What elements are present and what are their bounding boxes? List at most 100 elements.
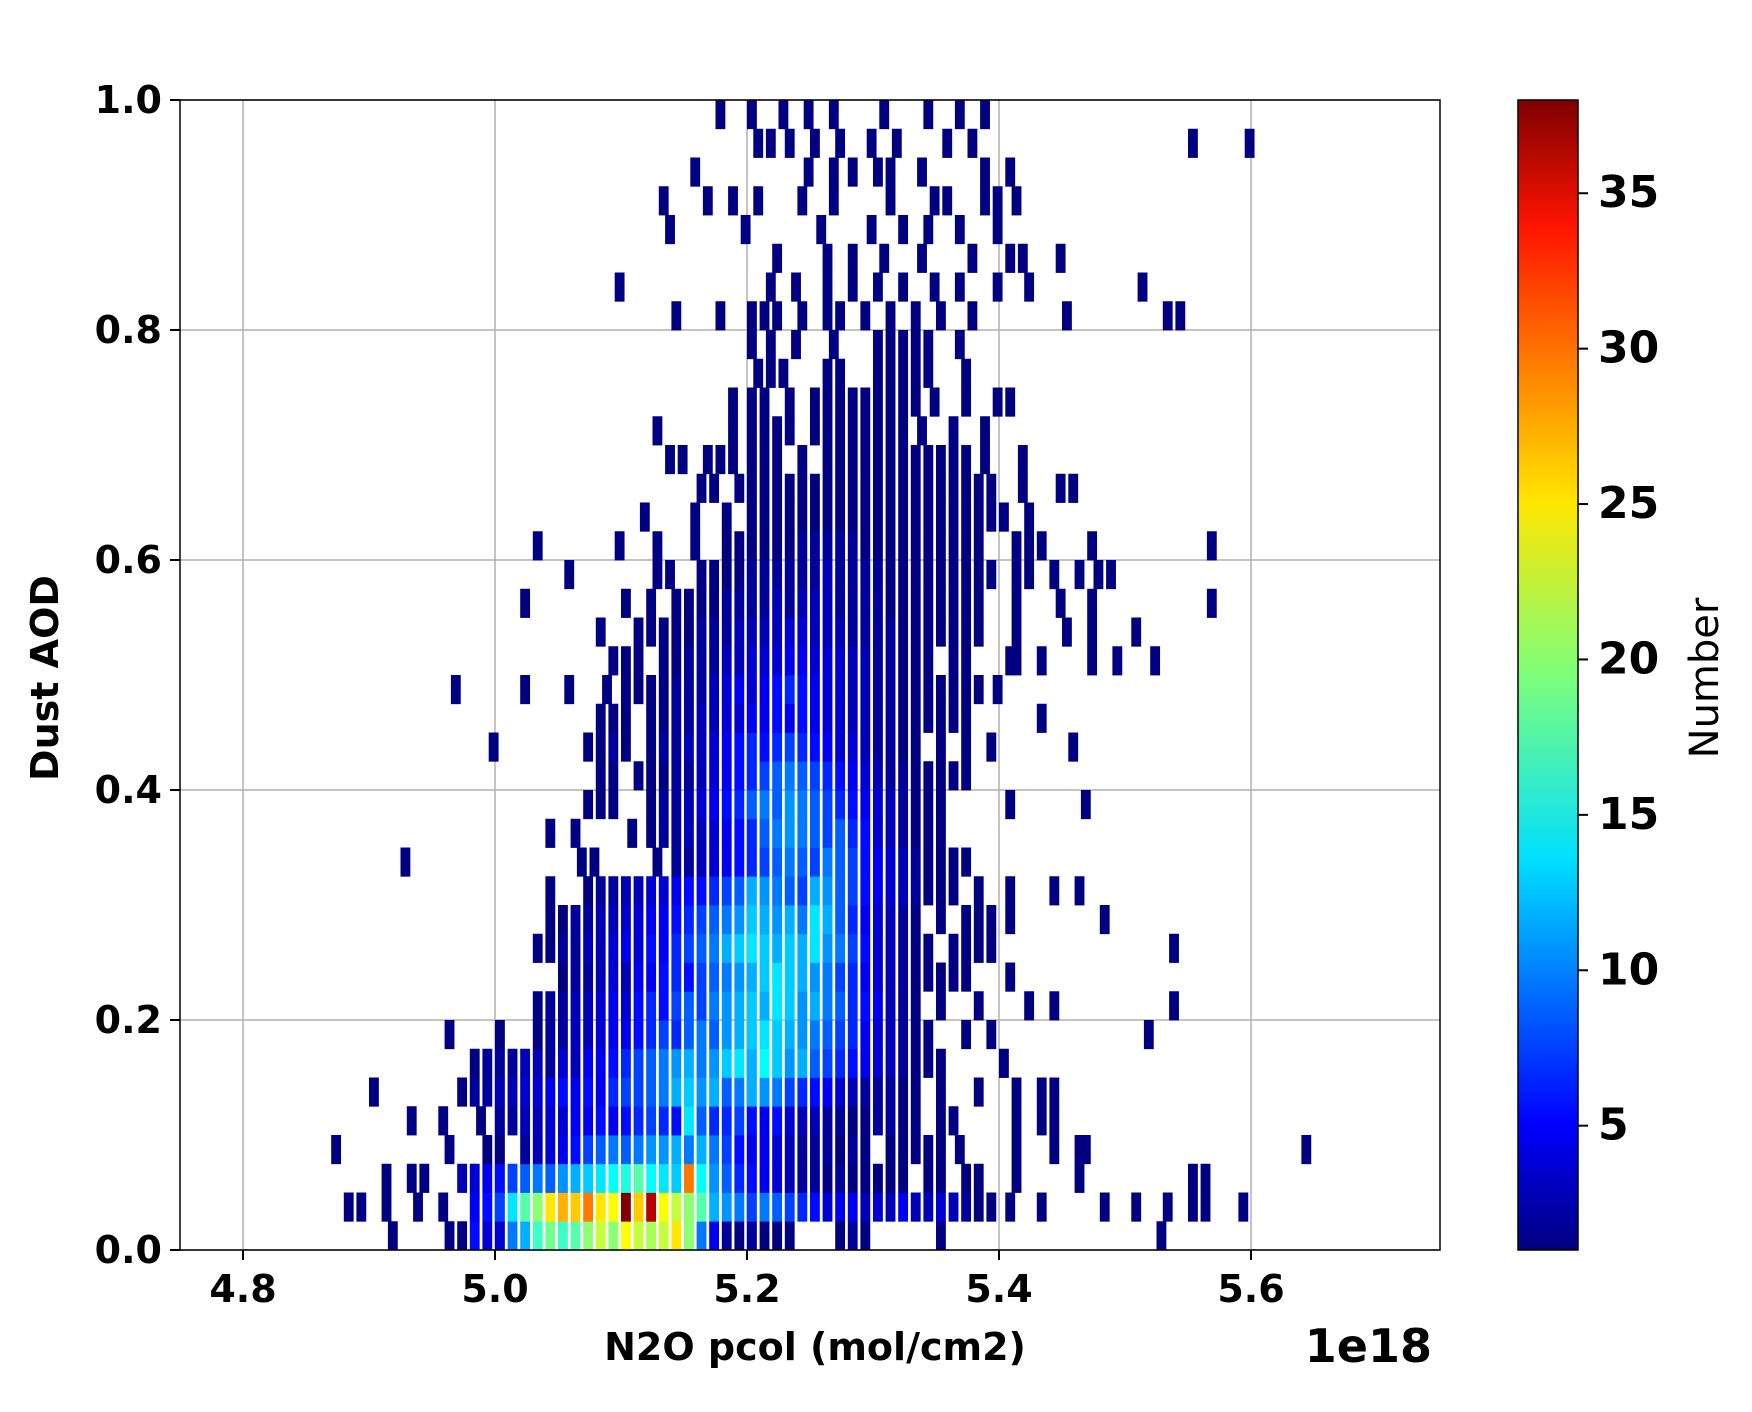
heatmap-cell bbox=[684, 617, 694, 647]
heatmap-cell bbox=[973, 1192, 984, 1222]
heatmap-cell bbox=[784, 473, 795, 503]
heatmap-cell bbox=[1068, 732, 1079, 762]
heatmap-cell bbox=[860, 1135, 871, 1165]
heatmap-cell bbox=[1017, 243, 1028, 273]
heatmap-cell bbox=[520, 1048, 531, 1078]
heatmap-cell bbox=[797, 905, 808, 935]
heatmap-cell bbox=[684, 847, 694, 877]
heatmap-cell bbox=[721, 818, 732, 848]
heatmap-cell bbox=[1068, 473, 1079, 503]
heatmap-cell bbox=[558, 1135, 568, 1165]
heatmap-cell bbox=[709, 761, 720, 791]
heatmap-cell bbox=[583, 1221, 594, 1251]
heatmap-cell bbox=[847, 1221, 858, 1251]
heatmap-cell bbox=[885, 905, 896, 935]
x-axis-offset-label: 1e18 bbox=[1305, 1319, 1432, 1373]
heatmap-cell bbox=[784, 818, 795, 848]
heatmap-cell bbox=[721, 531, 732, 561]
heatmap-cell bbox=[923, 962, 934, 992]
heatmap-cell bbox=[810, 847, 820, 877]
heatmap-cell bbox=[457, 1221, 468, 1251]
heatmap-cell bbox=[595, 1048, 606, 1078]
heatmap-cell bbox=[910, 933, 921, 963]
heatmap-cell bbox=[847, 531, 858, 561]
heatmap-cell bbox=[797, 531, 808, 561]
heatmap-cell bbox=[923, 100, 934, 130]
heatmap-cell bbox=[822, 358, 833, 388]
heatmap-cell bbox=[608, 703, 619, 733]
heatmap-cell bbox=[608, 876, 619, 906]
heatmap-cell bbox=[910, 962, 921, 992]
heatmap-cell bbox=[633, 933, 644, 963]
heatmap-cell bbox=[973, 502, 984, 532]
heatmap-cell bbox=[822, 502, 833, 532]
heatmap-cell bbox=[1049, 876, 1060, 906]
heatmap-cell bbox=[715, 445, 726, 475]
heatmap-cell bbox=[734, 617, 745, 647]
heatmap-cell bbox=[923, 818, 934, 848]
heatmap-cell bbox=[797, 761, 808, 791]
heatmap-cell bbox=[898, 732, 909, 762]
heatmap-cell bbox=[810, 1135, 820, 1165]
heatmap-cell bbox=[671, 818, 682, 848]
heatmap-cell bbox=[709, 1135, 720, 1165]
heatmap-cell bbox=[797, 675, 808, 705]
heatmap-cell bbox=[898, 818, 909, 848]
heatmap-cell bbox=[885, 646, 896, 676]
heatmap-cell bbox=[898, 1106, 909, 1136]
heatmap-cell bbox=[633, 1163, 644, 1193]
heatmap-cell bbox=[658, 1221, 669, 1251]
heatmap-cell bbox=[696, 761, 707, 791]
heatmap-cell bbox=[545, 1048, 556, 1078]
heatmap-cell bbox=[772, 502, 783, 532]
heatmap-cell bbox=[595, 732, 606, 762]
heatmap-cell bbox=[684, 703, 694, 733]
heatmap-cell bbox=[734, 1048, 745, 1078]
heatmap-cell bbox=[684, 876, 694, 906]
heatmap-cell bbox=[929, 387, 940, 417]
heatmap-cell bbox=[784, 502, 795, 532]
heatmap-cell bbox=[835, 1221, 846, 1251]
heatmap-cell bbox=[847, 588, 858, 618]
heatmap-cell bbox=[898, 1020, 909, 1050]
heatmap-cell bbox=[1005, 876, 1016, 906]
heatmap-cell bbox=[747, 962, 757, 992]
heatmap-cell bbox=[1131, 617, 1142, 647]
heatmap-cell bbox=[1036, 1106, 1047, 1136]
heatmap-cell bbox=[1017, 445, 1028, 475]
heatmap-cell bbox=[709, 905, 720, 935]
heatmap-cell bbox=[847, 646, 858, 676]
heatmap-cell bbox=[948, 473, 959, 503]
heatmap-cell bbox=[885, 1106, 896, 1136]
heatmap-cell bbox=[658, 186, 669, 216]
heatmap-cell bbox=[747, 1221, 757, 1251]
heatmap-cell bbox=[948, 962, 959, 992]
heatmap-cell bbox=[721, 933, 732, 963]
heatmap-cell bbox=[728, 387, 738, 417]
heatmap-cell bbox=[923, 1135, 934, 1165]
heatmap-cell bbox=[822, 646, 833, 676]
heatmap-cell bbox=[765, 128, 776, 158]
heatmap-cell bbox=[583, 1048, 594, 1078]
heatmap-cell bbox=[1112, 646, 1123, 676]
heatmap-cell bbox=[810, 387, 820, 417]
heatmap-cell bbox=[784, 703, 795, 733]
heatmap-cell bbox=[621, 1020, 631, 1050]
heatmap-cell bbox=[961, 703, 972, 733]
heatmap-cell bbox=[583, 1106, 594, 1136]
y-axis-ticks: 0.0 0.2 0.4 0.6 0.8 1.0 bbox=[95, 78, 180, 1272]
heatmap-cell bbox=[923, 847, 934, 877]
heatmap-cell bbox=[709, 933, 720, 963]
heatmap-cell bbox=[684, 675, 694, 705]
heatmap-cell bbox=[595, 1077, 606, 1107]
heatmap-cell bbox=[621, 1106, 631, 1136]
heatmap-cell bbox=[413, 1192, 423, 1222]
heatmap-cell bbox=[810, 646, 820, 676]
heatmap-cell bbox=[450, 675, 461, 705]
heatmap-cell bbox=[684, 1048, 694, 1078]
heatmap-cell bbox=[400, 847, 411, 877]
heatmap-cell bbox=[784, 933, 795, 963]
heatmap-cell bbox=[797, 445, 808, 475]
heatmap-cell bbox=[797, 818, 808, 848]
heatmap-cell bbox=[1206, 588, 1217, 618]
